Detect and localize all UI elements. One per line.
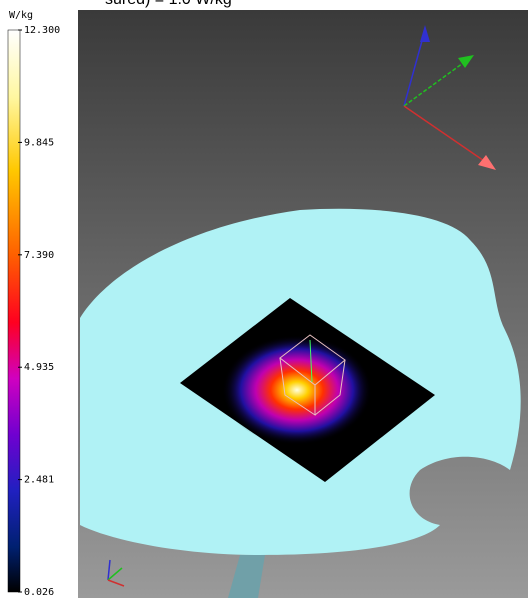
colorbar-tick-label: 7.390 <box>24 250 54 261</box>
axis-triad <box>403 25 496 170</box>
colorbar-tick-label: 0.026 <box>24 587 54 598</box>
holder <box>228 555 265 598</box>
colorbar-tick-label: 12.300 <box>24 25 60 36</box>
colorbar-tick-label: 9.845 <box>24 137 54 148</box>
colorbar-tick-label: 2.481 <box>24 475 54 486</box>
hotspot <box>222 335 372 445</box>
colorbar-unit: W/kg <box>9 10 33 21</box>
zoom-cube <box>279 334 346 416</box>
colorbar-tick-label: 4.935 <box>24 362 54 373</box>
mini-triad <box>107 559 125 587</box>
title: sured) = 1.0 W/kg <box>105 0 232 8</box>
colorbar <box>7 29 21 593</box>
